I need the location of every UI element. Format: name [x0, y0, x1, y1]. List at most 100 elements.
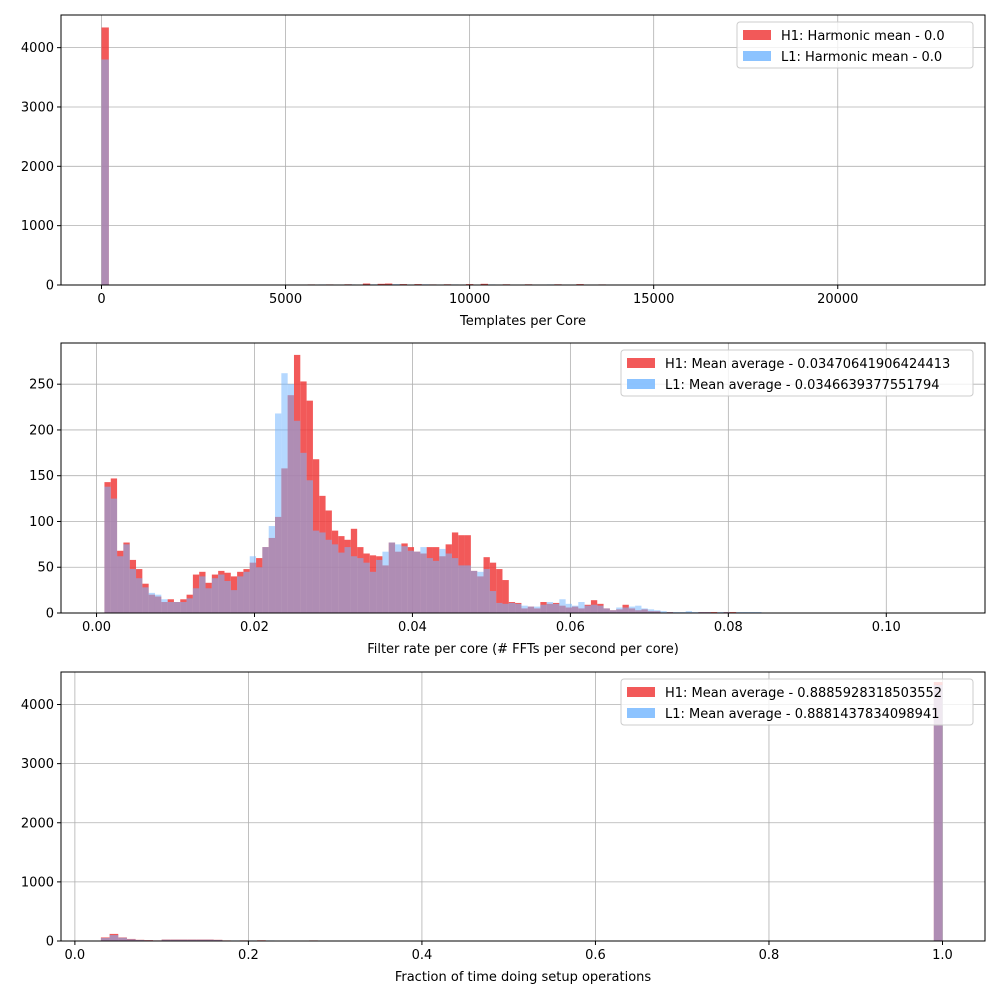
h1-bar [362, 283, 371, 285]
l1-bar [483, 569, 490, 613]
h1-bar [377, 283, 385, 285]
l1-bar [357, 558, 364, 613]
l1-bar [439, 548, 446, 613]
legend-entry: H1: Harmonic mean - 0.0 [781, 29, 945, 44]
legend-box [736, 21, 974, 69]
l1-bar [470, 570, 478, 613]
y-tick-label: 200 [29, 423, 54, 438]
l1-bar [161, 599, 168, 613]
legend-entry: L1: Mean average - 0.0346639377551794 [665, 378, 940, 393]
chart-panel-3: 0.0 0.2 0.4 0.6 0.8 1.0 0 1000 2000 3000 4000 Fract… [21, 671, 986, 985]
l1-bar [154, 594, 162, 613]
l1-bar [641, 608, 648, 613]
l1-bar [382, 551, 389, 613]
histogram-bars [104, 354, 762, 613]
l1-bar [515, 603, 522, 613]
l1-bar [256, 567, 263, 613]
h1-bar [480, 283, 489, 285]
l1-bar [167, 602, 174, 613]
l1-bar [148, 592, 155, 613]
l1-bar [546, 602, 554, 613]
l1-bar [616, 607, 623, 613]
l1-bar [300, 452, 307, 613]
l1-bar [287, 384, 294, 613]
y-tick-label: 2000 [21, 816, 54, 831]
l1-bar [420, 547, 427, 613]
l1-bar [603, 608, 610, 613]
l1-bar [129, 569, 137, 613]
x-tick-label: 20000 [817, 292, 858, 307]
l1-bar [178, 939, 188, 941]
l1-bar [635, 605, 642, 613]
l1-bar [224, 580, 231, 613]
l1-bar [414, 551, 421, 613]
l1-bar [230, 590, 238, 613]
legend: H1: Mean average - 0.8885928318503552 L1:… [620, 678, 974, 726]
l1-bar [559, 599, 566, 613]
x-tick-label: 0.6 [585, 948, 606, 963]
l1-bar [609, 610, 617, 613]
y-tick-label: 2000 [21, 160, 54, 175]
l1-bar [325, 539, 332, 613]
l1-bar [135, 939, 145, 941]
l1-bar [142, 587, 149, 613]
x-axis-label: Filter rate per core (# FFTs per second … [367, 642, 679, 657]
l1-bar [187, 939, 197, 941]
l1-bar [186, 598, 193, 613]
legend: H1: Mean average - 0.03470641906424413 L1… [620, 349, 974, 397]
legend-swatch [627, 708, 655, 718]
l1-bar [376, 559, 383, 613]
l1-bar [369, 571, 377, 613]
l1-bar [104, 486, 111, 613]
l1-bar [350, 556, 358, 613]
axes-frame [60, 14, 986, 286]
legend-box [620, 678, 974, 726]
l1-bar [933, 685, 943, 941]
l1-bar [117, 556, 124, 613]
l1-bar [401, 546, 408, 613]
l1-bar [319, 532, 326, 613]
l1-bar [496, 602, 503, 613]
l1-bar [123, 544, 130, 613]
l1-bar [243, 571, 250, 613]
l1-bar [170, 939, 179, 941]
l1-bar [660, 611, 667, 613]
x-tick-label: 0.2 [238, 948, 259, 963]
y-tick-label: 4000 [21, 698, 54, 713]
y-tick-label: 50 [37, 561, 54, 576]
y-tick-label: 0 [46, 935, 54, 950]
y-tick-label: 3000 [21, 757, 54, 772]
x-tick-label: 0.0 [65, 948, 86, 963]
l1-bar [192, 588, 200, 613]
x-tick-label: 10000 [449, 292, 490, 307]
x-tick-label: 0.10 [872, 620, 901, 635]
l1-bar [584, 605, 591, 613]
l1-bar [268, 526, 276, 613]
y-tick-label: 4000 [21, 41, 54, 56]
axes-frame [60, 671, 986, 942]
l1-bar [110, 498, 118, 613]
x-tick-label: 0.06 [556, 620, 585, 635]
l1-bar [262, 547, 269, 613]
l1-bar [395, 544, 402, 613]
l1-bar [502, 603, 509, 613]
l1-bar [205, 939, 214, 941]
l1-bar [534, 606, 541, 613]
l1-bar [249, 556, 257, 613]
histogram-bars [101, 27, 606, 286]
y-tick-label: 1000 [21, 875, 54, 890]
l1-bar [540, 604, 547, 613]
l1-bar [199, 576, 206, 613]
l1-bar [597, 605, 604, 613]
l1-bar [161, 939, 171, 941]
l1-bar [464, 565, 471, 613]
legend-swatch [627, 358, 655, 368]
x-axis-label: Templates per Core [459, 314, 586, 329]
l1-bar [118, 937, 127, 941]
y-tick-label: 0 [46, 607, 54, 622]
l1-bar [458, 565, 465, 613]
l1-bar [126, 939, 136, 941]
legend-entry: H1: Mean average - 0.03470641906424413 [665, 357, 950, 372]
x-tick-label: 0 [97, 292, 105, 307]
